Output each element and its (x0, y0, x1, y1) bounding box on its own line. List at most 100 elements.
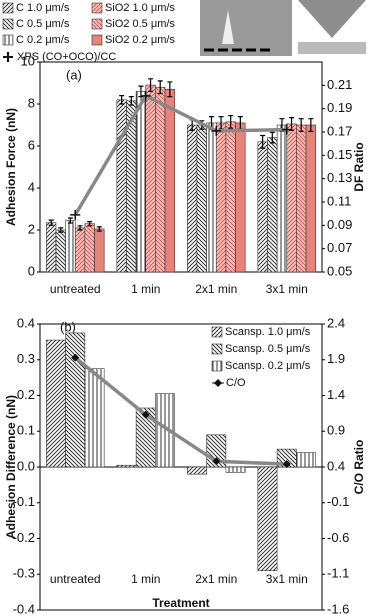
error-bar (77, 225, 83, 231)
legend-swatch (2, 34, 14, 46)
bar (196, 124, 207, 273)
y2-tick-label: 0.9 (327, 423, 345, 438)
y-tick-label: 0.2 (17, 387, 35, 402)
bar (155, 393, 175, 468)
x-tick-label: untreated (50, 572, 101, 586)
sem-image (200, 0, 292, 56)
bar (145, 84, 156, 273)
y2-tick-label: 0.19 (327, 100, 352, 115)
line (73, 93, 287, 216)
error-bar (260, 134, 266, 149)
legend-swatch (2, 2, 14, 14)
x-tick-label: 2x1 min (195, 282, 237, 296)
y2-tick-label: -0.6 (327, 530, 349, 545)
error-bar (67, 217, 73, 224)
error-bar (269, 131, 275, 144)
y-tick-label: -0.4 (13, 601, 35, 616)
legend-swatch (91, 18, 103, 30)
error-bar (119, 95, 125, 105)
y-tick-label: 0.3 (17, 351, 35, 366)
marker (140, 90, 151, 101)
line (74, 356, 287, 466)
y2-tick-label: 0.13 (327, 170, 352, 185)
x-tick-label: 1 min (131, 282, 160, 296)
bar (276, 124, 288, 273)
legend-label: Scansp. 0.5 μm/s (225, 343, 311, 355)
marker (141, 410, 150, 419)
error-bar (96, 226, 102, 232)
bar (267, 137, 278, 273)
y2-axis-title: C/O Ratio (352, 440, 366, 495)
x-tick-label: untreated (50, 282, 101, 296)
error-bar (308, 118, 314, 132)
bar (187, 124, 198, 273)
marker (211, 125, 222, 136)
y2-tick-label: 0.21 (327, 77, 352, 92)
marker (212, 457, 221, 466)
bar (94, 228, 105, 273)
bar (65, 220, 76, 273)
error-bar (157, 80, 163, 95)
bar (155, 86, 166, 273)
panel-label: (a) (66, 67, 82, 82)
marker (281, 124, 292, 135)
bar (286, 123, 297, 273)
bar (225, 121, 236, 273)
y2-tick-label: 1.4 (327, 387, 345, 402)
y2-tick-label: 2.4 (327, 315, 345, 330)
legend-label: SiO2 0.2 μm/s (105, 34, 175, 46)
error-bar (128, 96, 134, 106)
y2-tick-label: -1.6 (327, 601, 349, 616)
y2-tick-label: -1.1 (327, 566, 349, 581)
legend-swatch (211, 360, 223, 372)
y-tick-label: 0.0 (17, 458, 35, 473)
panel-label: (b) (60, 319, 76, 334)
y-tick-label: 8 (28, 95, 35, 110)
y2-tick-label: 0.05 (327, 263, 352, 278)
error-bar (58, 227, 64, 233)
y2-tick-label: 1.9 (327, 351, 345, 366)
y2-tick-label: 0.17 (327, 123, 352, 138)
legend-swatch (211, 343, 223, 355)
marker (70, 209, 81, 220)
x-tick-label: 3x1 min (266, 282, 308, 296)
bar (164, 89, 175, 273)
x-axis-title: Treatment (152, 596, 209, 610)
legend-swatch (91, 34, 103, 46)
y2-tick-label: 0.4 (327, 458, 345, 473)
error-bar (228, 114, 234, 129)
legend-marker (214, 379, 222, 387)
marker (71, 353, 80, 362)
x-tick-label: 2x1 min (195, 572, 237, 586)
y-tick-label: -0.3 (13, 566, 35, 581)
y2-tick-label: 0.09 (327, 217, 352, 232)
bar (296, 124, 307, 273)
bar (65, 332, 86, 468)
legend-label: Scansp. 0.2 μm/s (225, 360, 311, 372)
legend-label: SiO2 1.0 μm/s (105, 2, 175, 14)
legend-label: XPS (CO+OCO)/CC (17, 51, 116, 63)
bar (84, 223, 95, 273)
tip-substrate (298, 42, 366, 54)
bar (135, 91, 147, 273)
error-bar (48, 219, 54, 226)
bar (257, 466, 278, 571)
bar (55, 229, 66, 273)
bar (215, 122, 227, 273)
bar (206, 122, 217, 273)
y-tick-label: 0 (28, 263, 35, 278)
y-tick-label: 0.1 (17, 423, 35, 438)
y-tick-label: 0.4 (17, 315, 35, 330)
bar (296, 452, 316, 468)
bar (187, 466, 207, 475)
x-tick-label: 3x1 min (266, 572, 308, 586)
bar (46, 222, 57, 273)
y-tick-label: 4 (28, 179, 35, 194)
tip-diagram (298, 0, 366, 38)
marker (282, 460, 291, 469)
error-bar (167, 81, 173, 98)
y-axis-title: Adhesion Difference (nN) (4, 395, 18, 539)
bar (225, 466, 246, 473)
